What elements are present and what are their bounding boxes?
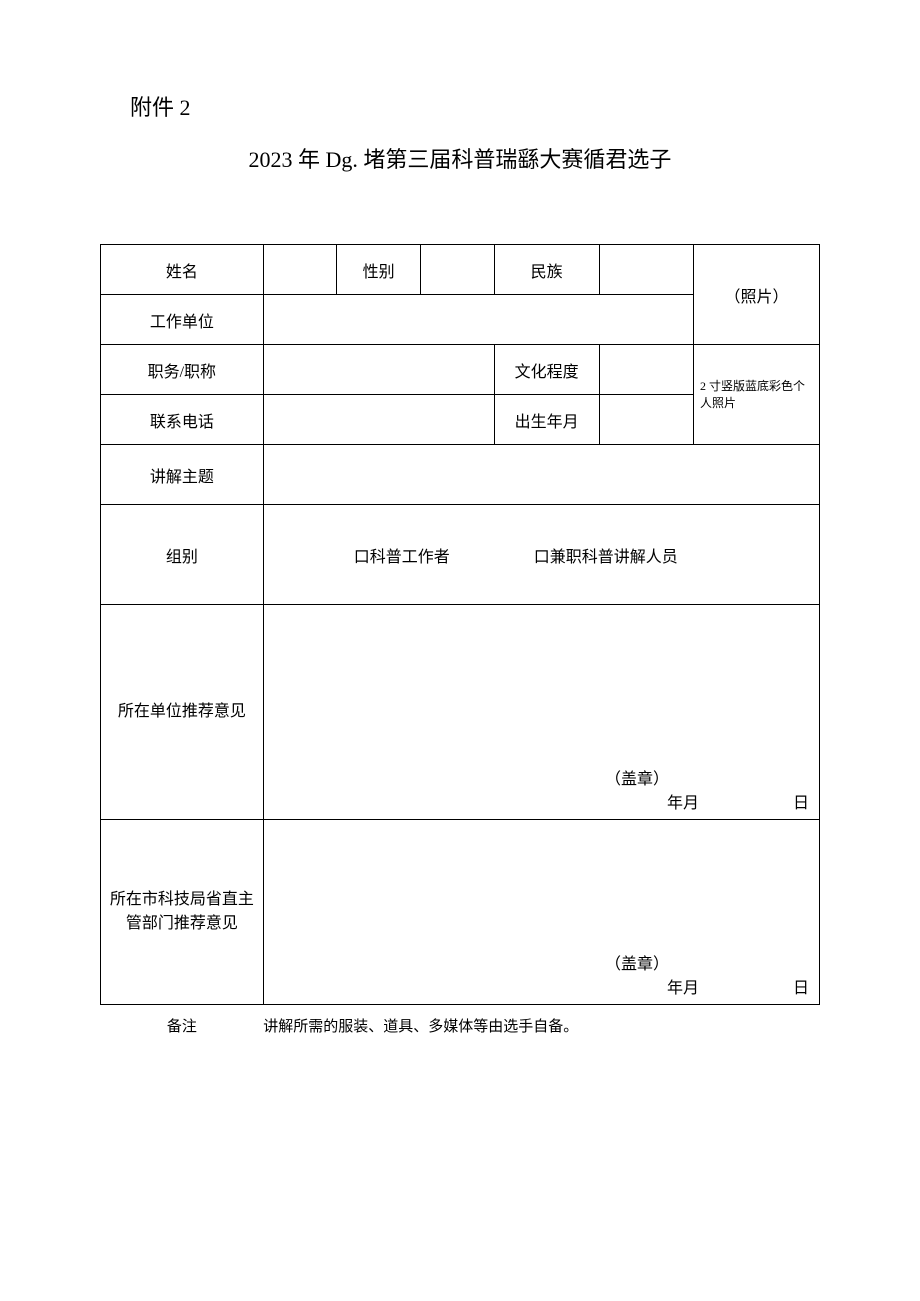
group-option-parttime: 口兼职科普讲解人员 (534, 543, 678, 567)
topic-label: 讲解主题 (101, 445, 264, 505)
phone-label: 联系电话 (101, 395, 264, 445)
attachment-label: 附件 2 (130, 90, 820, 122)
topic-value (263, 445, 819, 505)
date-line: 年月 日 (667, 974, 809, 998)
unit-opinion-label: 所在单位推荐意见 (101, 605, 264, 820)
table-row: 组别 口科普工作者 口兼职科普讲解人员 (101, 505, 820, 605)
group-options-cell: 口科普工作者 口兼职科普讲解人员 (263, 505, 819, 605)
table-row: 职务/职称 文化程度 2 寸竖版蓝底彩色个人照片 (101, 345, 820, 395)
table-row: 所在单位推荐意见 （盖章） 年月 日 (101, 605, 820, 820)
work-unit-value (263, 295, 693, 345)
date-line: 年月 日 (667, 789, 809, 813)
birth-label: 出生年月 (494, 395, 599, 445)
table-row: 所在市科技局省直主管部门推荐意见 （盖章） 年月 日 (101, 820, 820, 1005)
dept-opinion-content: （盖章） 年月 日 (263, 820, 819, 1005)
remark-label: 备注 (101, 1005, 264, 1037)
year-month-text: 年月 (667, 980, 699, 997)
gender-value (421, 245, 494, 295)
group-label: 组别 (101, 505, 264, 605)
table-row: 讲解主题 (101, 445, 820, 505)
page-title: 2023 年 Dg. 堵第三届科普瑞繇大赛循君选子 (100, 142, 820, 174)
day-text: 日 (793, 795, 809, 812)
phone-value (263, 395, 494, 445)
education-value (599, 345, 693, 395)
dept-opinion-label: 所在市科技局省直主管部门推荐意见 (101, 820, 264, 1005)
photo-placeholder-text: （照片） (694, 283, 819, 307)
work-unit-label: 工作单位 (101, 295, 264, 345)
name-label: 姓名 (101, 245, 264, 295)
year-month-text: 年月 (667, 795, 699, 812)
table-row: 姓名 性别 民族 （照片） (101, 245, 820, 295)
gender-label: 性别 (337, 245, 421, 295)
ethnic-label: 民族 (494, 245, 599, 295)
table-row: 备注 讲解所需的服装、道具、多媒体等由选手自备。 (101, 1005, 820, 1037)
position-value (263, 345, 494, 395)
ethnic-value (599, 245, 693, 295)
remark-text: 讲解所需的服装、道具、多媒体等由选手自备。 (263, 1005, 819, 1037)
photo-note-text: 2 寸竖版蓝底彩色个人照片 (694, 374, 819, 416)
day-text: 日 (793, 980, 809, 997)
photo-cell-upper: （照片） (694, 245, 820, 345)
group-option-popularizer: 口科普工作者 (354, 543, 450, 567)
education-label: 文化程度 (494, 345, 599, 395)
name-value (263, 245, 336, 295)
stamp-text: （盖章） (605, 950, 669, 974)
registration-form-table: 姓名 性别 民族 （照片） 工作单位 职务/职称 文化程度 2 寸竖版蓝底彩色个… (100, 244, 820, 1036)
photo-cell-lower: 2 寸竖版蓝底彩色个人照片 (694, 345, 820, 445)
position-label: 职务/职称 (101, 345, 264, 395)
birth-value (599, 395, 693, 445)
stamp-text: （盖章） (605, 765, 669, 789)
unit-opinion-content: （盖章） 年月 日 (263, 605, 819, 820)
